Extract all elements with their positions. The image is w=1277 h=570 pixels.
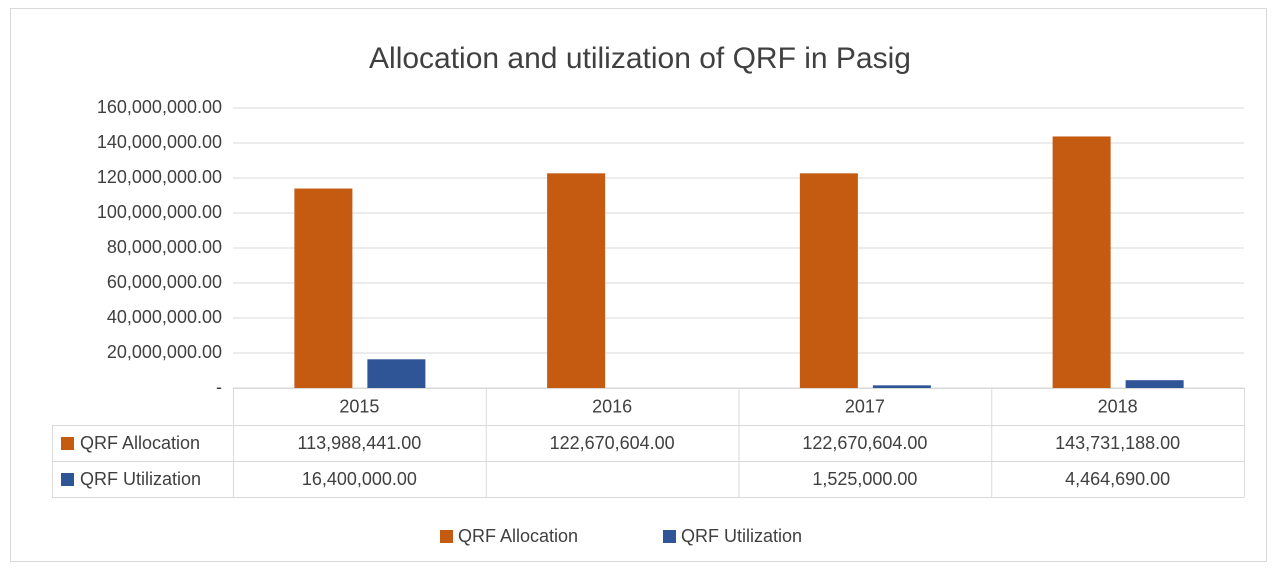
bar <box>547 173 606 388</box>
y-tick-label: 40,000,000.00 <box>107 307 222 327</box>
bar <box>294 188 353 388</box>
y-tick-label: 60,000,000.00 <box>107 272 222 292</box>
data-label: 1,525,000.00 <box>812 469 917 489</box>
chart-title: Allocation and utilization of QRF in Pas… <box>369 42 911 75</box>
y-tick-label: 20,000,000.00 <box>107 342 222 362</box>
legend-key <box>663 530 676 543</box>
table-legend-key <box>61 473 74 486</box>
data-label: 16,400,000.00 <box>302 469 417 489</box>
x-tick-label: 2015 <box>339 396 379 416</box>
x-tick-label: 2017 <box>845 396 885 416</box>
bar <box>872 385 931 388</box>
data-label: 143,731,188.00 <box>1055 433 1180 453</box>
bar <box>799 173 858 388</box>
data-label: 4,464,690.00 <box>1065 469 1170 489</box>
table-series-name: QRF Allocation <box>80 433 200 453</box>
x-tick-label: 2016 <box>592 396 632 416</box>
bar <box>1052 136 1111 388</box>
data-label: 113,988,441.00 <box>297 433 421 453</box>
legend-label: QRF Utilization <box>681 526 802 546</box>
y-tick-label: 120,000,000.00 <box>97 167 222 187</box>
bar <box>1125 380 1184 388</box>
y-tick-label: 80,000,000.00 <box>107 237 222 257</box>
data-label: 122,670,604.00 <box>802 433 927 453</box>
y-tick-label: 140,000,000.00 <box>97 132 222 152</box>
bar <box>367 359 426 388</box>
data-label: 122,670,604.00 <box>550 433 675 453</box>
y-tick-label: 100,000,000.00 <box>97 202 222 222</box>
y-tick-label: - <box>216 377 222 397</box>
y-tick-label: 160,000,000.00 <box>97 97 222 117</box>
x-tick-label: 2018 <box>1098 396 1138 416</box>
table-series-name: QRF Utilization <box>80 469 201 489</box>
legend-label: QRF Allocation <box>458 526 578 546</box>
legend-key <box>440 530 453 543</box>
table-legend-key <box>61 437 74 450</box>
